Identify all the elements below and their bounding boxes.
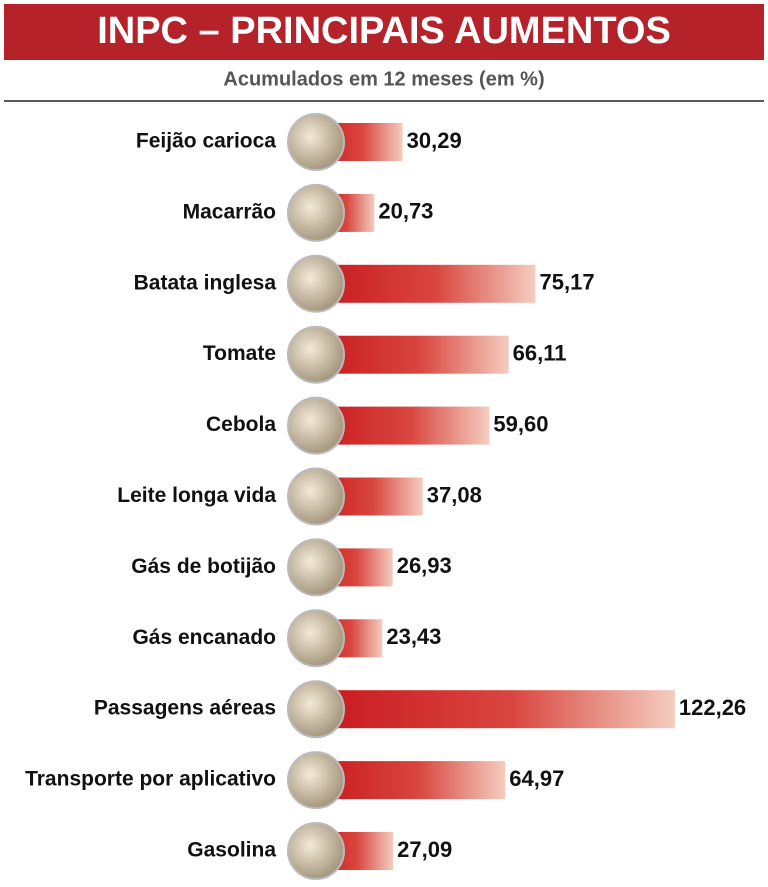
category-label: Macarrão bbox=[183, 200, 276, 223]
value-label: 66,11 bbox=[513, 341, 567, 366]
category-label: Feijão carioca bbox=[136, 130, 276, 153]
title-banner bbox=[4, 4, 764, 60]
chart-title: INPC – PRINCIPAIS AUMENTOS bbox=[97, 10, 671, 52]
value-label: 20,73 bbox=[378, 199, 433, 224]
bar bbox=[313, 335, 509, 374]
icon bbox=[287, 751, 345, 810]
value-label: 75,17 bbox=[540, 270, 595, 295]
icon bbox=[287, 254, 345, 313]
category-label: Leite longa vida bbox=[117, 484, 276, 507]
bar bbox=[313, 761, 506, 800]
category-label: Gasolina bbox=[187, 839, 276, 862]
icon bbox=[287, 113, 345, 171]
icon bbox=[287, 680, 345, 739]
bar bbox=[313, 264, 536, 303]
category-label: Transporte por aplicativo bbox=[25, 768, 276, 791]
category-label: Batata inglesa bbox=[134, 271, 277, 294]
value-label: 64,97 bbox=[509, 766, 564, 791]
icon bbox=[287, 538, 345, 597]
category-label: Gás encanado bbox=[132, 626, 276, 649]
icon bbox=[287, 325, 345, 384]
chart-subtitle: Acumulados em 12 meses (em %) bbox=[223, 68, 544, 90]
category-label: Cebola bbox=[206, 413, 276, 436]
value-label: 30,29 bbox=[407, 128, 462, 153]
category-label: Passagens aéreas bbox=[94, 697, 276, 720]
value-label: 37,08 bbox=[427, 482, 482, 507]
category-label: Tomate bbox=[203, 342, 276, 365]
value-label: 26,93 bbox=[397, 553, 452, 578]
icon bbox=[287, 396, 345, 455]
value-label: 59,60 bbox=[493, 411, 548, 436]
icon bbox=[287, 822, 345, 880]
value-label: 23,43 bbox=[386, 624, 441, 649]
value-label: 122,26 bbox=[679, 695, 746, 720]
icon bbox=[287, 609, 345, 668]
icon bbox=[287, 467, 345, 526]
value-label: 27,09 bbox=[397, 837, 452, 862]
category-label: Gás de botijão bbox=[131, 555, 276, 578]
icon bbox=[287, 183, 345, 242]
bar bbox=[313, 690, 675, 729]
